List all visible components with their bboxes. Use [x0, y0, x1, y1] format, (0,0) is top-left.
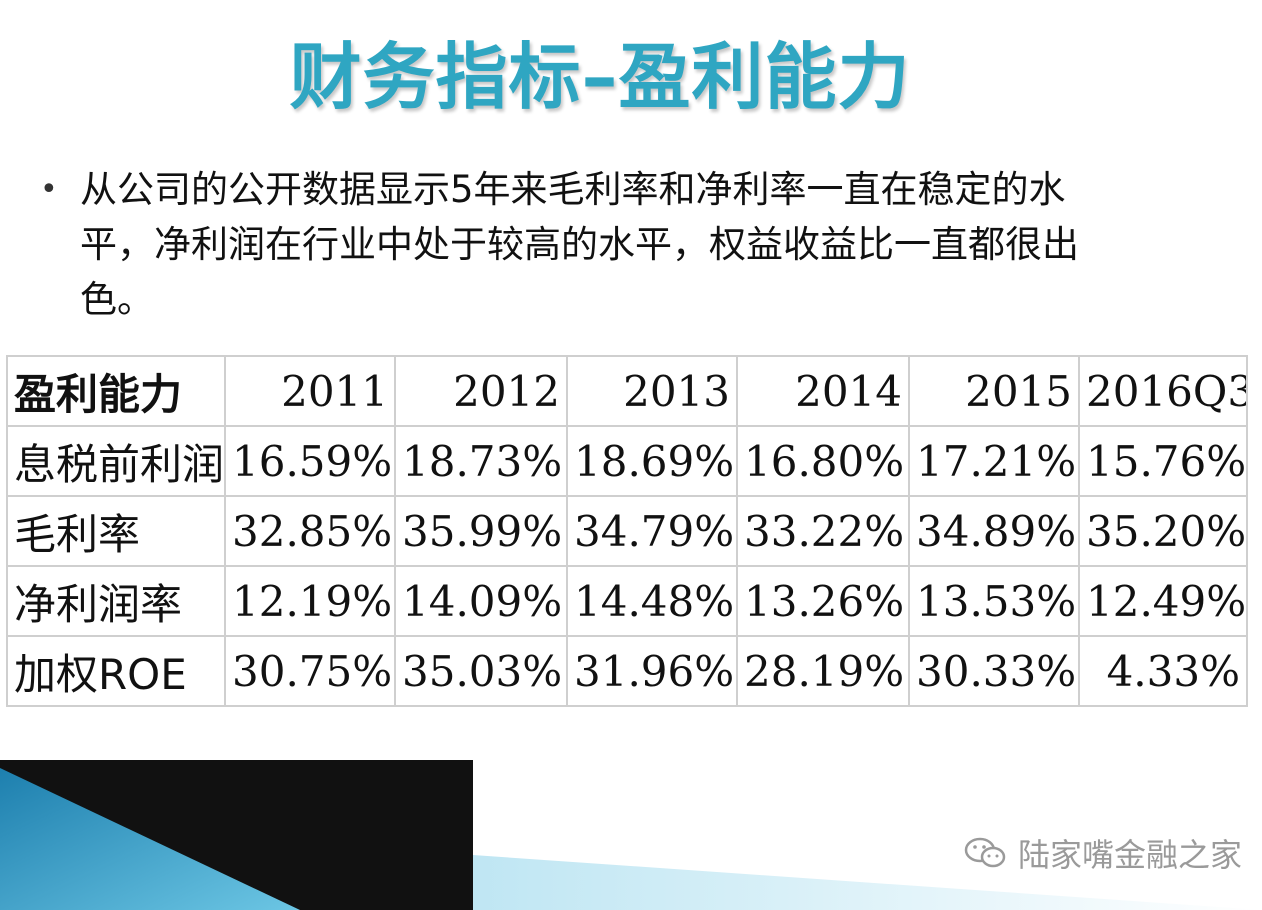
row-label: 净利润率	[6, 565, 226, 637]
deco-light-band	[473, 855, 1262, 910]
table-cell: 35.99%	[394, 495, 568, 567]
bullet-dot-icon: •	[40, 172, 58, 207]
header-cell: 盈利能力	[6, 355, 226, 427]
header-cell: 2014	[736, 355, 910, 427]
deco-blue-band	[0, 768, 300, 910]
table-row: 毛利率 32.85% 35.99% 34.79% 33.22% 34.89% 3…	[6, 495, 1248, 567]
table-cell: 30.75%	[224, 635, 396, 707]
bullet-paragraph: • 从公司的公开数据显示5年来毛利率和净利率一直在稳定的水平，净利润在行业中处于…	[40, 162, 1140, 327]
table-row: 息税前利润率 16.59% 18.73% 18.69% 16.80% 17.21…	[6, 425, 1248, 497]
header-cell: 2011	[224, 355, 396, 427]
row-label: 毛利率	[6, 495, 226, 567]
table-cell: 16.59%	[224, 425, 396, 497]
table-row: 净利润率 12.19% 14.09% 14.48% 13.26% 13.53% …	[6, 565, 1248, 637]
table-cell: 33.22%	[736, 495, 910, 567]
table-cell: 14.48%	[566, 565, 738, 637]
wechat-icon	[964, 837, 1006, 868]
table-cell: 32.85%	[224, 495, 396, 567]
table-cell: 17.21%	[908, 425, 1080, 497]
table-cell: 35.20%	[1078, 495, 1248, 567]
header-cell: 2013	[566, 355, 738, 427]
decorative-swoosh	[0, 760, 1262, 910]
table-cell: 31.96%	[566, 635, 738, 707]
table-cell: 28.19%	[736, 635, 910, 707]
table-row: 加权ROE 30.75% 35.03% 31.96% 28.19% 30.33%…	[6, 635, 1248, 707]
slide-title: 财务指标–盈利能力	[289, 35, 911, 119]
table-cell: 14.09%	[394, 565, 568, 637]
table-cell: 12.49%	[1078, 565, 1248, 637]
table-cell: 12.19%	[224, 565, 396, 637]
table-cell: 13.26%	[736, 565, 910, 637]
row-label: 加权ROE	[6, 635, 226, 707]
table-cell: 18.69%	[566, 425, 738, 497]
header-cell: 2016Q3	[1078, 355, 1248, 427]
watermark: 陆家嘴金融之家	[964, 830, 1242, 876]
header-cell: 2015	[908, 355, 1080, 427]
bullet-text: 从公司的公开数据显示5年来毛利率和净利率一直在稳定的水平，净利润在行业中处于较高…	[80, 168, 1079, 321]
table-cell: 16.80%	[736, 425, 910, 497]
table-cell: 35.03%	[394, 635, 568, 707]
header-cell: 2012	[394, 355, 568, 427]
profitability-table: 盈利能力 2011 2012 2013 2014 2015 2016Q3 息税前…	[6, 355, 1248, 707]
watermark-text: 陆家嘴金融之家	[1017, 836, 1242, 874]
table-cell: 30.33%	[908, 635, 1080, 707]
table-header-row: 盈利能力 2011 2012 2013 2014 2015 2016Q3	[6, 355, 1248, 427]
table-cell: 13.53%	[908, 565, 1080, 637]
table-cell: 18.73%	[394, 425, 568, 497]
table-cell: 4.33%	[1078, 635, 1248, 707]
row-label: 息税前利润率	[6, 425, 226, 497]
table-cell: 15.76%	[1078, 425, 1248, 497]
table-cell: 34.79%	[566, 495, 738, 567]
table-cell: 34.89%	[908, 495, 1080, 567]
